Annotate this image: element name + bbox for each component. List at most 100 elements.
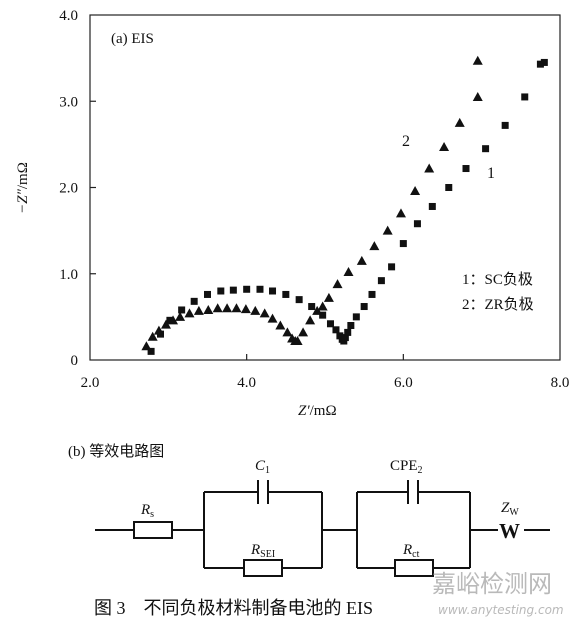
series-1-marks: [147, 58, 548, 355]
label-zw: ZW: [501, 500, 519, 518]
series-1-point: [204, 290, 211, 298]
series-2-point: [212, 303, 223, 313]
x-ticks: 2.0 4.0 6.0 8.0: [81, 354, 570, 391]
series-1-point: [326, 320, 334, 328]
series-1-point: [540, 58, 548, 66]
label-rsei: RSEI: [250, 542, 275, 560]
x-axis-label-main: Z′: [298, 403, 310, 419]
x-axis-label-unit: /mΩ: [310, 403, 337, 419]
x-tick-label: 4.0: [237, 375, 256, 391]
legend: 1：SC负极 2：ZR负极: [462, 271, 534, 313]
y-axis-label-main: −Z″: [15, 188, 31, 213]
x-tick-label: 2.0: [81, 375, 100, 391]
y-ticks: 0 1.0 2.0 3.0 4.0: [59, 8, 96, 369]
series-1-point: [190, 297, 198, 305]
series-2-point: [282, 327, 293, 337]
y-tick-label: 1.0: [59, 267, 78, 283]
series-1-point: [295, 296, 303, 304]
series-2-point: [472, 55, 483, 65]
resistor-rsei: [243, 559, 283, 577]
series-2-point: [298, 327, 309, 337]
series-1-point: [413, 220, 421, 228]
series-2-point: [160, 319, 171, 329]
series-2-point: [312, 305, 323, 315]
series-2-point: [454, 117, 465, 127]
series-2-point: [193, 305, 204, 315]
legend-entry-1: 1：SC负极: [462, 271, 533, 288]
series-1-point: [428, 202, 436, 210]
y-tick-label: 3.0: [59, 94, 78, 110]
series-1-point: [399, 240, 407, 248]
series-2-point: [439, 141, 450, 151]
series-1-point: [282, 290, 290, 298]
series-2-point: [356, 255, 367, 265]
series-2-point: [323, 292, 334, 302]
series-1-point: [256, 285, 264, 293]
series-2-point: [222, 303, 233, 313]
series-1-point: [462, 165, 470, 173]
series-2-point: [203, 304, 214, 314]
series-2-point: [267, 313, 278, 323]
series-2-point: [231, 303, 242, 313]
series-2-point: [147, 331, 158, 341]
label-c1: C1: [255, 458, 270, 476]
series-1-point: [166, 316, 174, 324]
series-2-point: [250, 305, 261, 315]
y-axis-label-unit: /mΩ: [15, 162, 31, 189]
series-1-point: [501, 121, 509, 129]
series-2-point: [472, 91, 483, 101]
series-1-point: [269, 287, 277, 295]
series-2-point: [259, 308, 270, 318]
series-1-point: [243, 285, 251, 293]
panel-label: (a) EIS: [111, 31, 154, 47]
series-2-point: [141, 341, 152, 351]
resistor-rs: [133, 521, 173, 539]
label-cpe2: CPE2: [390, 458, 423, 476]
series-2-point: [343, 267, 354, 277]
y-tick-label: 2.0: [59, 181, 78, 197]
series-1-point: [521, 93, 529, 101]
y-axis-label: −Z″/mΩ: [15, 162, 31, 214]
watermark-en: www.anytesting.com: [438, 603, 564, 617]
series-2-point: [382, 225, 393, 235]
series-1-point: [319, 311, 327, 319]
series-2-point: [395, 208, 406, 218]
series-1-point: [536, 60, 544, 68]
series-1-point: [308, 303, 316, 311]
series-1-point: [445, 184, 453, 191]
series-2-point: [410, 185, 421, 195]
eis-chart: 2.0 4.0 6.0 8.0 0 1.0 2.0 3.0 4.0 (a) EIS 1 2 1…: [15, 8, 569, 419]
warburg-element: W: [499, 519, 520, 543]
series-1-point: [332, 326, 340, 334]
series-1-point: [347, 322, 355, 329]
circuit-title: (b) 等效电路图: [68, 442, 164, 460]
series-2-point: [424, 163, 435, 173]
x-axis-label: Z′/mΩ: [298, 403, 337, 419]
legend-entry-2: 2：ZR负极: [462, 296, 534, 313]
x-tick-label: 8.0: [551, 375, 570, 391]
series-2-point: [369, 241, 380, 251]
resistor-rct: [394, 559, 434, 577]
series-2-point: [317, 301, 328, 311]
y-tick-label: 0: [71, 353, 79, 369]
series-2-point: [275, 320, 286, 330]
x-tick-label: 6.0: [394, 375, 413, 391]
label-rct: Rct: [402, 542, 420, 560]
series-2-point: [332, 279, 343, 289]
series-2-point: [153, 325, 164, 335]
series-1-point: [388, 263, 396, 271]
watermark-cn: 嘉峪检测网: [432, 570, 552, 598]
series-1-point: [341, 334, 349, 342]
series-annotation-2: 2: [402, 133, 410, 150]
series-annotation-1: 1: [487, 165, 495, 182]
series-2-point: [305, 315, 316, 325]
series-2-point: [240, 304, 251, 314]
series-1-point: [178, 306, 186, 314]
series-2-point: [292, 336, 303, 346]
series-2-point: [175, 311, 186, 321]
series-1-point: [344, 328, 352, 336]
figure-caption: 图 3 不同负极材料制备电池的 EIS: [94, 598, 373, 618]
y-tick-label: 4.0: [59, 8, 78, 24]
label-rs: Rs: [140, 502, 154, 520]
series-1-point: [368, 290, 376, 298]
